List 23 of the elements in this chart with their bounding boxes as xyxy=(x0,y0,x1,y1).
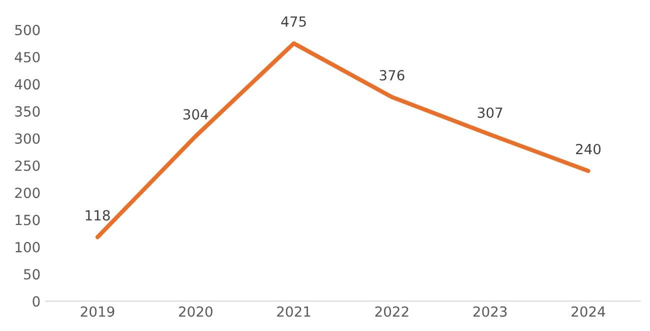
y-tick-label: 200 xyxy=(15,188,40,198)
x-tick-label: 2023 xyxy=(473,306,507,317)
y-tick-label: 450 xyxy=(14,52,40,62)
y-tick-label: 300 xyxy=(15,133,40,144)
y-tick-label: 250 xyxy=(15,160,40,171)
x-tick-label: 2024 xyxy=(572,306,606,317)
x-tick-label: 2022 xyxy=(375,306,408,317)
y-tick-label: 400 xyxy=(14,79,40,90)
y-tick-label: 150 xyxy=(16,214,40,226)
x-tick-label: 2021 xyxy=(277,306,310,317)
data-label: 475 xyxy=(281,16,306,27)
y-tick-label: 0 xyxy=(32,296,40,307)
y-tick-label: 100 xyxy=(16,242,40,252)
data-label: 118 xyxy=(86,210,110,221)
data-label: 376 xyxy=(380,70,404,81)
y-tick-label: 350 xyxy=(15,106,40,117)
data-label: 240 xyxy=(576,144,601,154)
y-tick-label: 50 xyxy=(24,269,40,280)
x-tick-label: 2019 xyxy=(80,306,114,317)
data-label: 307 xyxy=(478,107,502,118)
x-tick-label: 2020 xyxy=(179,306,212,317)
data-label: 304 xyxy=(183,109,208,120)
y-tick-label: 500 xyxy=(15,24,40,36)
